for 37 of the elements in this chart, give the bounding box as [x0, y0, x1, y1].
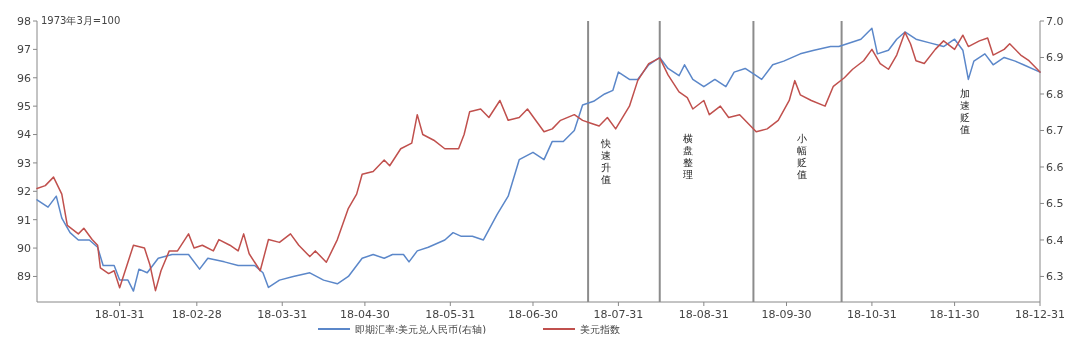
y2-tick-label: 6.3: [1046, 270, 1064, 284]
x-tick-label: 18-04-30: [339, 308, 390, 321]
annotation: 快速升值: [600, 138, 611, 185]
annotation: 加速贬值: [960, 88, 970, 135]
y-tick-label: 95: [17, 100, 31, 113]
y2-tick-label: 6.8: [1046, 87, 1064, 101]
y2-tick-label: 6.9: [1046, 51, 1064, 65]
y-tick-label: 96: [17, 71, 31, 85]
x-tick-label: 18-07-31: [593, 308, 644, 321]
annotation: 横盘整理: [683, 133, 693, 180]
y2-tick-label: 6.7: [1046, 124, 1064, 138]
x-tick-label: 18-09-30: [761, 308, 812, 321]
legend-label: 美元指数: [580, 323, 620, 335]
x-tick-label: 18-10-31: [846, 308, 897, 321]
y-tick-label: 98: [17, 14, 31, 28]
y2-tick-label: 6.4: [1046, 233, 1064, 247]
y-tick-label: 90: [17, 241, 31, 255]
x-tick-label: 18-08-31: [678, 308, 729, 321]
y2-tick-label: 7.0: [1046, 14, 1064, 28]
annotation: 小幅贬值: [797, 133, 807, 180]
y2-tick-label: 6.5: [1046, 197, 1064, 211]
x-tick-label: 18-12-31: [1015, 308, 1065, 321]
x-tick-label: 18-01-31: [94, 308, 145, 321]
y-tick-label: 97: [17, 43, 31, 57]
x-tick-label: 18-02-28: [171, 308, 222, 321]
y-axis-title: 1973年3月=100: [41, 15, 121, 26]
y-tick-label: 93: [17, 156, 31, 170]
y-tick-label: 91: [17, 213, 31, 227]
legend-label: 即期汇率:美元兑人民币(右轴): [355, 323, 487, 335]
y2-tick-label: 6.6: [1046, 160, 1064, 174]
y-tick-label: 94: [17, 128, 31, 142]
y-tick-label: 89: [17, 270, 31, 284]
x-tick-label: 18-06-30: [508, 308, 558, 321]
y-tick-label: 92: [17, 185, 31, 199]
x-tick-label: 18-11-30: [929, 308, 980, 321]
x-tick-label: 18-05-31: [425, 308, 476, 321]
x-tick-label: 18-03-31: [257, 308, 308, 321]
